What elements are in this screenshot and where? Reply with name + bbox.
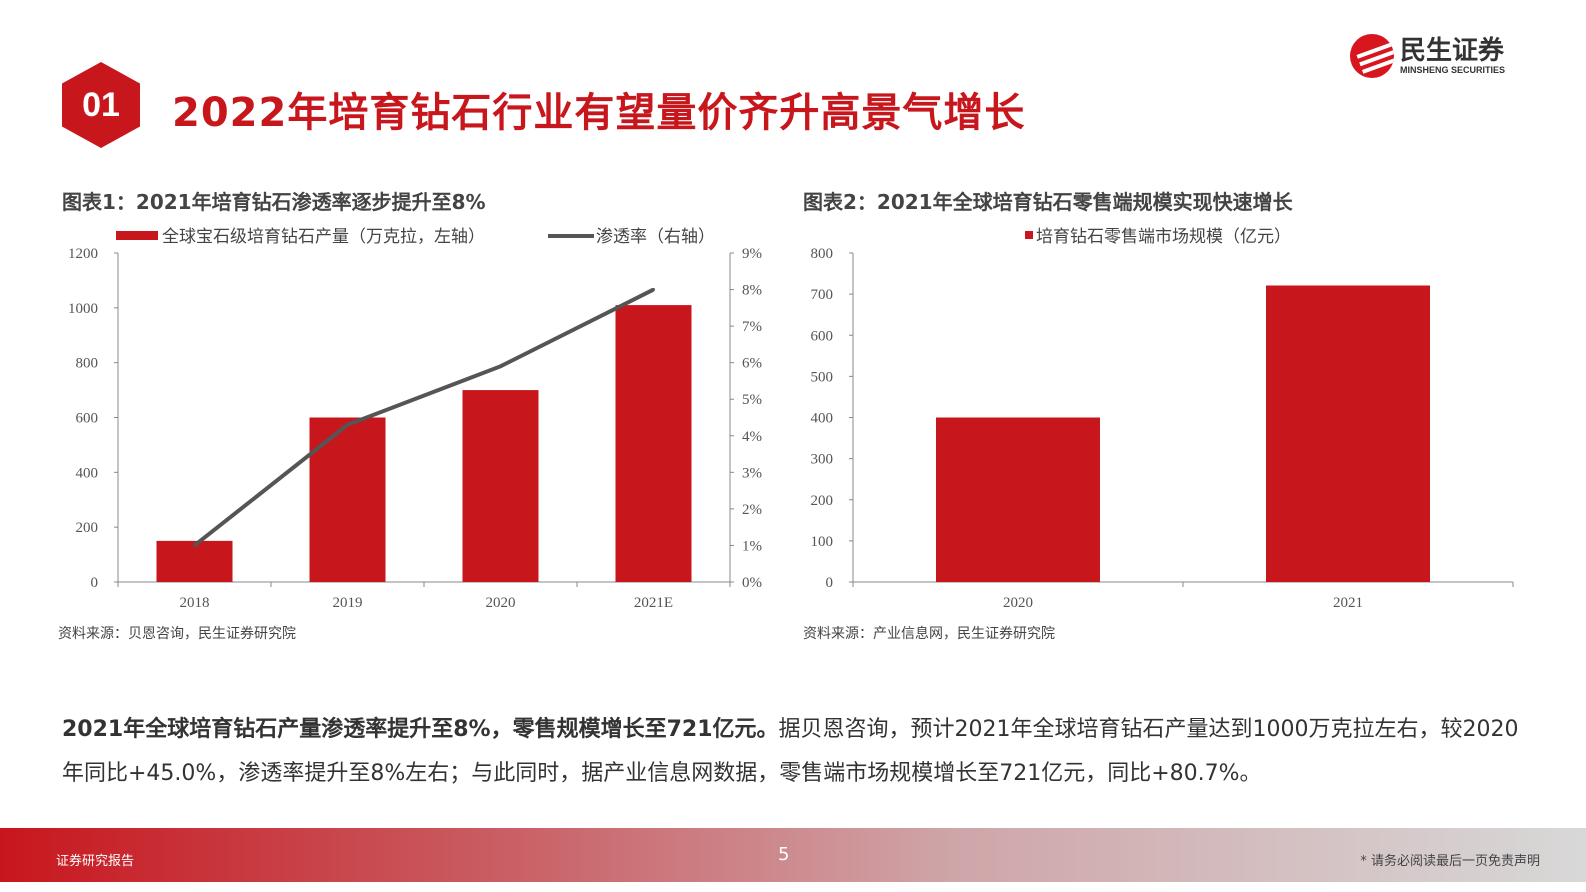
chart2-ytick-label: 800 bbox=[811, 246, 834, 262]
chart2-ytick-label: 700 bbox=[811, 287, 834, 303]
chart1-ytick-label: 600 bbox=[76, 411, 99, 427]
chart1-bar bbox=[462, 390, 539, 582]
chart1-y2tick-label: 6% bbox=[742, 356, 762, 372]
chart1-title: 图表1：2021年培育钻石渗透率逐步提升至8% bbox=[62, 190, 486, 214]
chart2-ytick-label: 0 bbox=[826, 575, 834, 591]
chart1-y2tick-label: 4% bbox=[742, 429, 762, 445]
chart1-line-point bbox=[499, 364, 502, 368]
chart1-y2tick-label: 2% bbox=[742, 502, 762, 518]
logo: 民生证券 MINSHENG SECURITIES bbox=[1350, 34, 1505, 78]
chart2-xtick-label: 2020 bbox=[1003, 595, 1033, 611]
chart1-bar bbox=[156, 540, 233, 582]
summary-paragraph: 2021年全球培育钻石产量渗透率提升至8%，零售规模增长至721亿元。据贝恩咨询… bbox=[62, 708, 1522, 796]
chart1-y2tick-label: 3% bbox=[742, 465, 762, 481]
chart2-ytick-label: 200 bbox=[811, 493, 834, 509]
chart2-bar bbox=[936, 417, 1100, 582]
chart1-ytick-label: 0 bbox=[91, 575, 99, 591]
chart2-ytick-label: 300 bbox=[811, 452, 834, 468]
disclaimer-note: * 请务必阅读最后一页免责声明 bbox=[1360, 854, 1540, 869]
summary-bold: 2021年全球培育钻石产量渗透率提升至8%，零售规模增长至721亿元。 bbox=[62, 717, 779, 742]
chart2-bar bbox=[1266, 285, 1430, 582]
chart2-legend-swatch bbox=[1025, 231, 1033, 239]
chart1-y2tick-label: 1% bbox=[742, 538, 762, 554]
chart1-y2tick-label: 8% bbox=[742, 283, 762, 299]
chart2-legend-label: 培育钻石零售端市场规模（亿元） bbox=[1036, 227, 1291, 247]
chart1-line bbox=[193, 287, 655, 548]
chart2-ytick-label: 500 bbox=[811, 369, 834, 385]
chart1-xtick-label: 2021E bbox=[634, 595, 673, 611]
chart1-y2tick-label: 5% bbox=[742, 392, 762, 408]
chart1-legend-line-label: 渗透率（右轴） bbox=[596, 227, 715, 247]
chart1-source: 资料来源：贝恩咨询，民生证券研究院 bbox=[58, 626, 296, 642]
logo-en: MINSHENG SECURITIES bbox=[1400, 65, 1506, 75]
logo-cn: 民生证券 bbox=[1400, 36, 1505, 66]
chart1-line-point bbox=[193, 543, 196, 547]
footer: 证券研究报告 5 * 请务必阅读最后一页免责声明 bbox=[0, 828, 1586, 882]
chart1-legend-bar-label: 全球宝石级培育钻石产量（万克拉，左轴） bbox=[162, 227, 485, 247]
chart1-ytick-label: 200 bbox=[76, 520, 99, 536]
chart1-ytick-label: 400 bbox=[76, 465, 99, 481]
chart1-line-point bbox=[652, 288, 655, 292]
chart1-y2tick-label: 7% bbox=[742, 319, 762, 335]
chart1-xtick-label: 2020 bbox=[486, 595, 516, 611]
chart2-ytick-label: 400 bbox=[811, 411, 834, 427]
chart2-xtick-label: 2021 bbox=[1333, 595, 1363, 611]
chart2-ytick-label: 600 bbox=[811, 328, 834, 344]
chart1-ytick-label: 1000 bbox=[68, 301, 98, 317]
footer-left: 证券研究报告 bbox=[56, 854, 135, 869]
chart1-line-point bbox=[346, 423, 349, 427]
chart1-ytick-label: 800 bbox=[76, 356, 99, 372]
section-number: 01 bbox=[82, 85, 120, 124]
chart1-y2tick-label: 0% bbox=[742, 575, 762, 591]
summary-text: 据贝恩咨询，预计2021年全球培育钻石产量达到1000万克拉左右，较2020年同… bbox=[62, 717, 1519, 786]
logo-mark-icon bbox=[1350, 34, 1394, 78]
chart1-xtick-label: 2019 bbox=[333, 595, 363, 611]
chart1-bar bbox=[309, 417, 386, 582]
chart2-title: 图表2：2021年全球培育钻石零售端规模实现快速增长 bbox=[803, 190, 1293, 214]
chart2-source: 资料来源：产业信息网，民生证券研究院 bbox=[803, 626, 1055, 642]
chart1-y2tick-label: 9% bbox=[742, 246, 762, 262]
chart1-legend-bar-swatch bbox=[116, 231, 158, 240]
chart1-bar bbox=[615, 305, 692, 582]
page-number: 5 bbox=[778, 844, 790, 865]
chart1-ytick-label: 1200 bbox=[68, 246, 98, 262]
chart2-ytick-label: 100 bbox=[811, 534, 834, 550]
chart1-xtick-label: 2018 bbox=[180, 595, 210, 611]
page-title: 2022年培育钻石行业有望量价齐升高景气增长 bbox=[172, 90, 1026, 136]
